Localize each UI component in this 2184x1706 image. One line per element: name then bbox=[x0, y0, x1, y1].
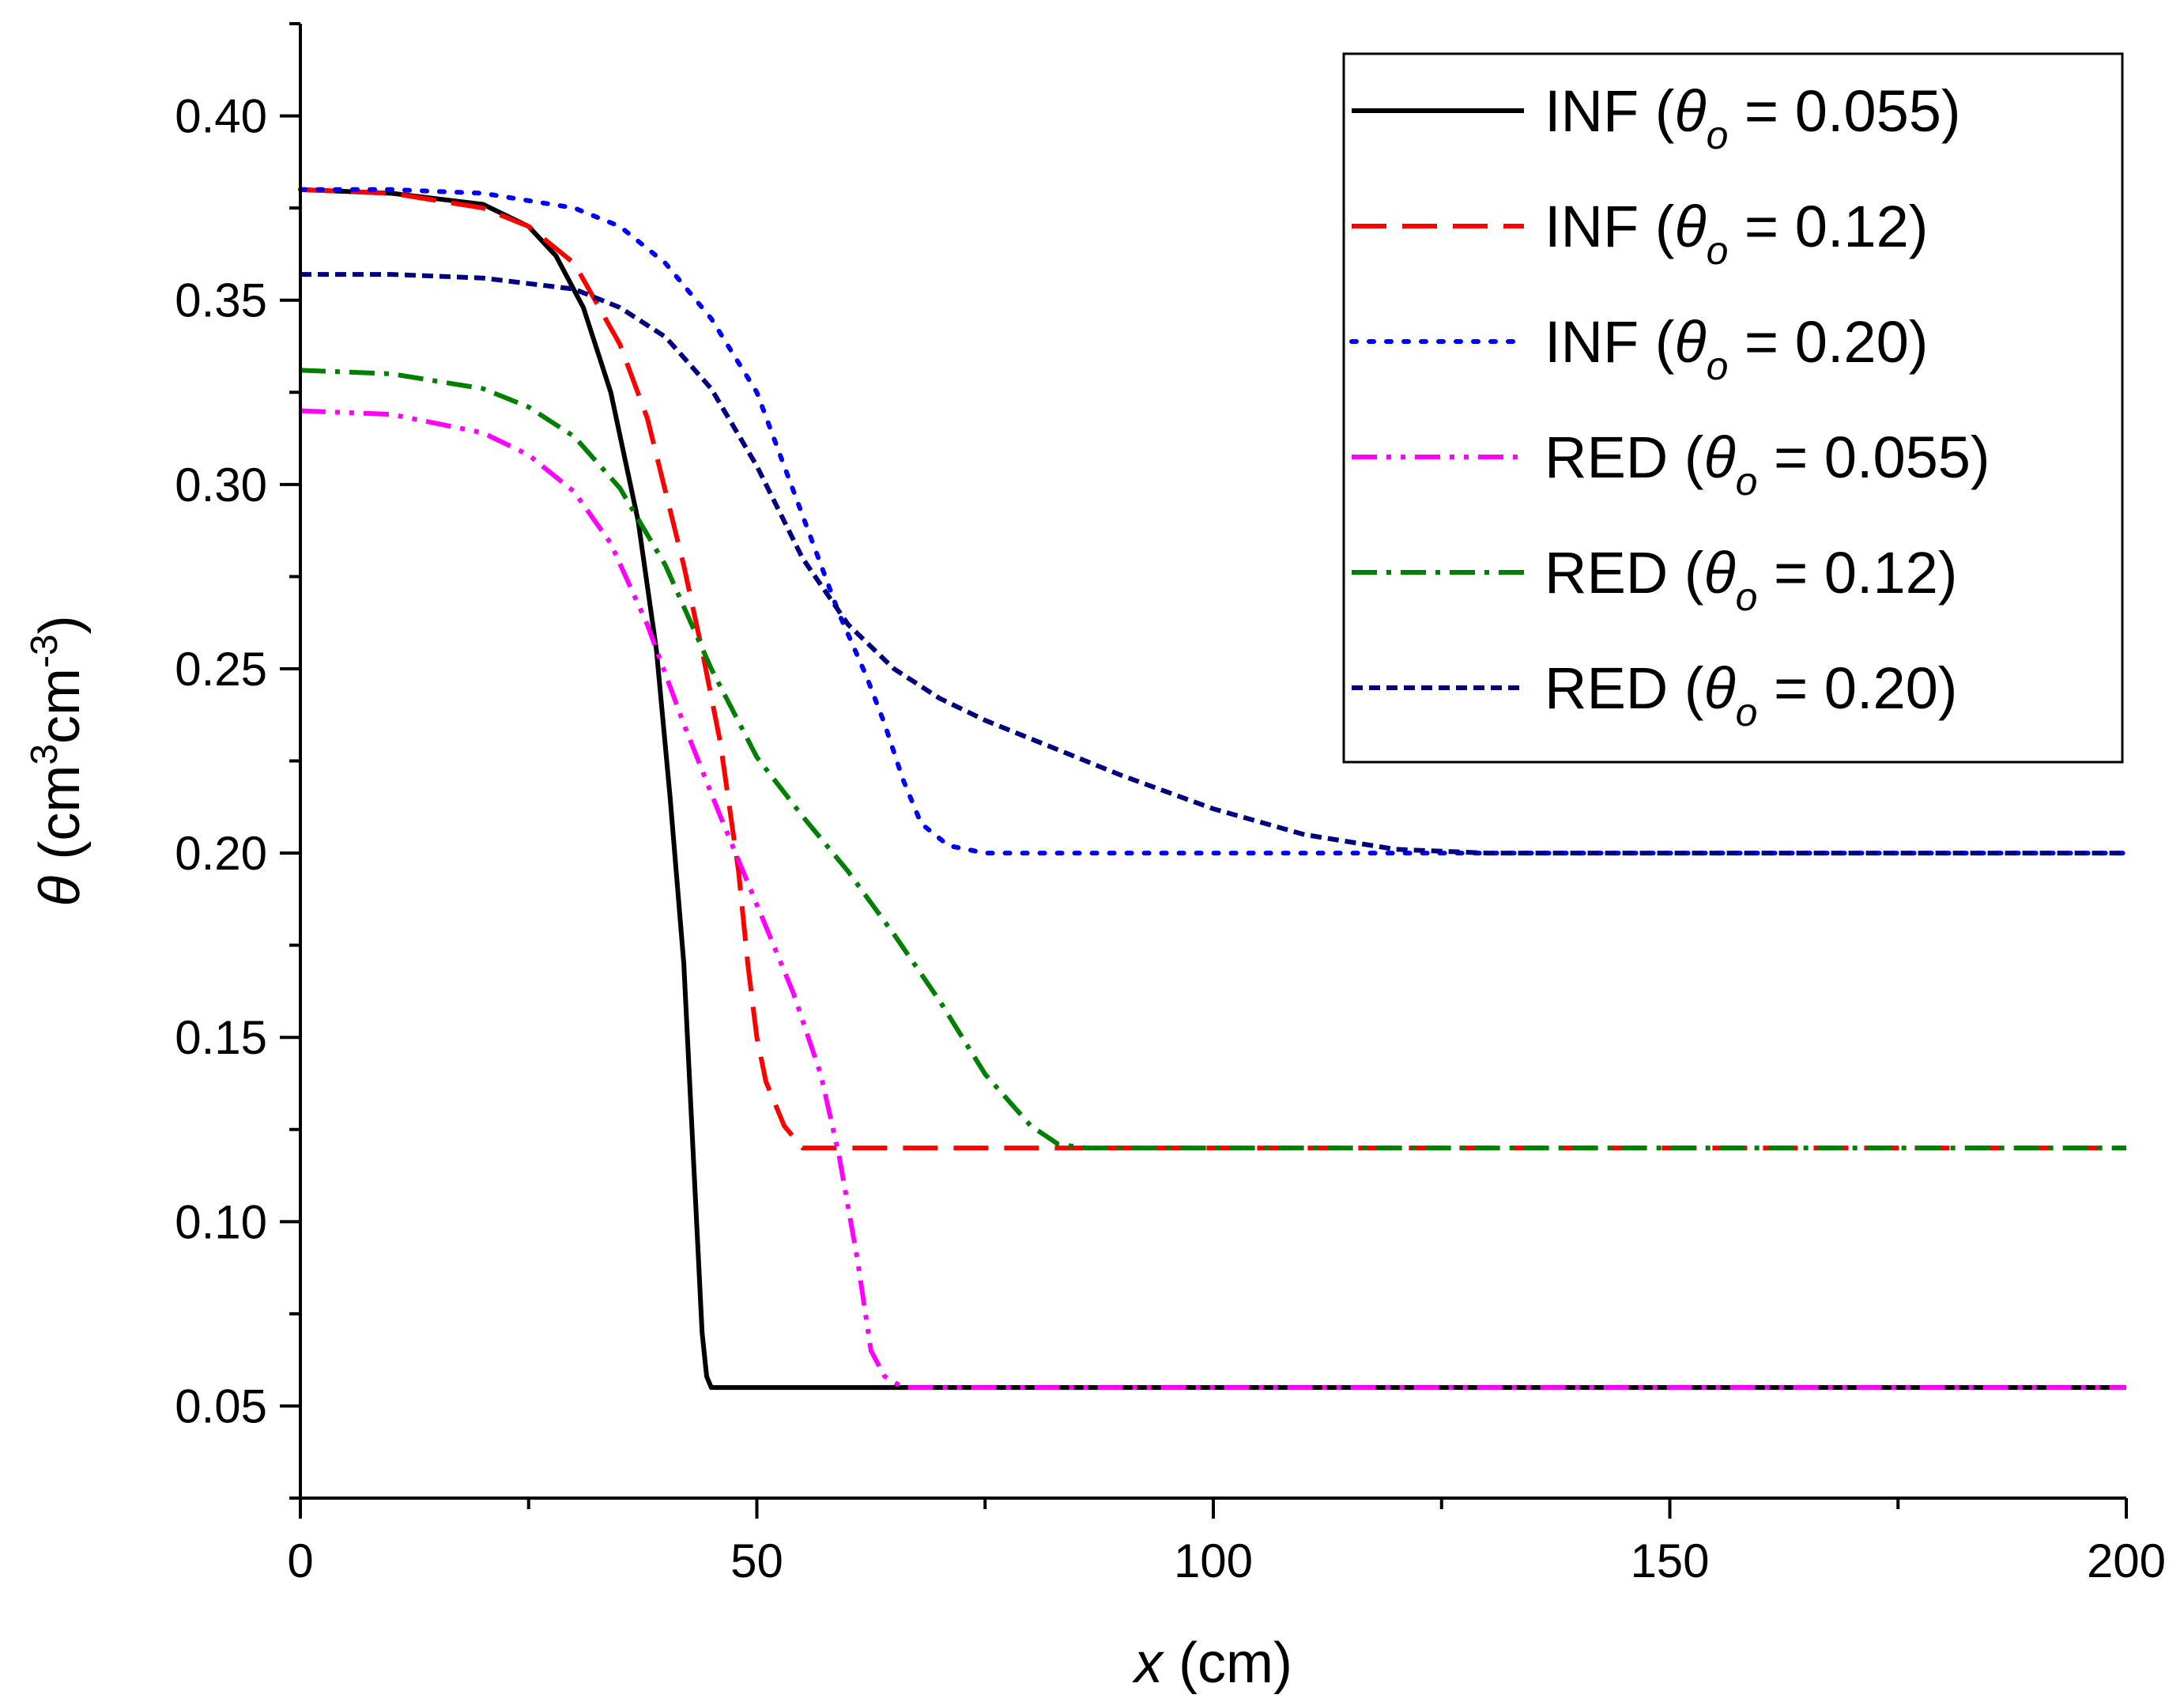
series-line-1 bbox=[300, 187, 2126, 1391]
axes-layer: 0 50 100 150 200 0.05 0.10 0.15 0.20 0.25 0.30 0.35… bbox=[24, 22, 2166, 1695]
series-line-4 bbox=[300, 408, 2126, 1391]
legend-box bbox=[1342, 52, 2124, 764]
y-tick-label: 0.25 bbox=[175, 643, 267, 696]
y-tick-label: 0.05 bbox=[175, 1380, 267, 1432]
series-line-5 bbox=[300, 368, 2126, 1151]
legend-label-1: INF (θo = 0.055) bbox=[1545, 78, 1961, 157]
x-tick-label: 100 bbox=[1174, 1534, 1253, 1587]
y-tick-label: 0.40 bbox=[175, 90, 267, 143]
y-tick-label: 0.10 bbox=[175, 1195, 267, 1248]
series-line-6 bbox=[300, 272, 2126, 856]
series-line-2 bbox=[300, 187, 2126, 1151]
legend-label-6: RED (θo = 0.20) bbox=[1545, 655, 1957, 734]
x-axis-title: x (cm) bbox=[1132, 1632, 1292, 1695]
legend-label-2: INF (θo = 0.12) bbox=[1545, 194, 1928, 273]
series-line-3 bbox=[298, 187, 2129, 856]
x-tick-label: 0 bbox=[287, 1534, 313, 1587]
x-tick-label: 150 bbox=[1630, 1534, 1709, 1587]
y-tick-label: 0.35 bbox=[175, 274, 267, 327]
legend-label-5: RED (θo = 0.12) bbox=[1545, 540, 1957, 619]
legend: INF (θo = 0.055) INF (θo = 0.12) INF (θo =… bbox=[1342, 52, 2124, 764]
y-tick-label: 0.20 bbox=[175, 827, 267, 880]
x-tick-label: 200 bbox=[2087, 1534, 2166, 1587]
legend-label-4: RED (θo = 0.055) bbox=[1545, 425, 1990, 504]
legend-label-3: INF (θo = 0.20) bbox=[1545, 309, 1928, 388]
series-layer bbox=[298, 187, 2129, 1391]
y-tick-label: 0.30 bbox=[175, 459, 267, 511]
y-tick-label: 0.15 bbox=[175, 1011, 267, 1064]
y-axis-title: θ (cm3cm-3) bbox=[24, 615, 92, 906]
x-tick-label: 50 bbox=[730, 1534, 783, 1587]
